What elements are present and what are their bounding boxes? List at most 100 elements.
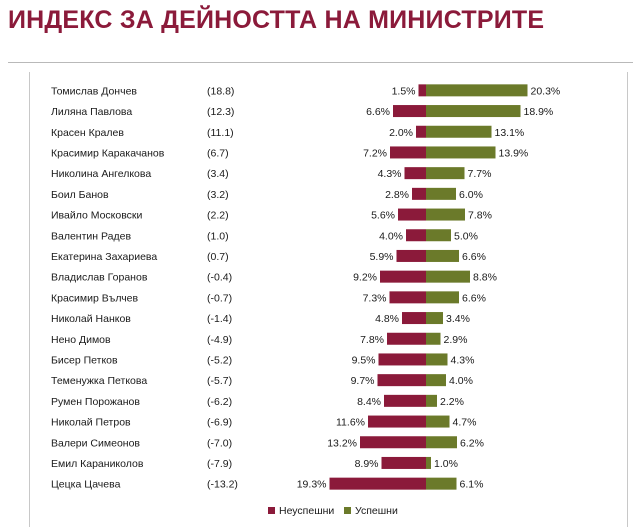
bar-label-successful: 5.0% — [454, 230, 478, 242]
index-value: (3.4) — [207, 168, 229, 180]
bar-label-unsuccessful: 4.3% — [378, 168, 402, 180]
bar-label-successful: 2.2% — [440, 396, 464, 408]
minister-name: Николина Ангелкова — [51, 168, 151, 180]
bar-label-unsuccessful: 2.8% — [385, 189, 409, 201]
diverging-bar-chart: Томислав Дончев (18.8) 1.5% 20.3% Лиляна Пав… — [51, 84, 560, 517]
bar-successful — [426, 477, 457, 490]
minister-name: Николай Петров — [51, 417, 131, 429]
bar-successful — [426, 291, 459, 304]
bar-label-unsuccessful: 11.6% — [336, 417, 365, 429]
bar-label-successful: 3.4% — [446, 313, 470, 325]
minister-name: Румен Порожанов — [51, 396, 140, 408]
bar-label-successful: 6.1% — [460, 479, 484, 491]
bar-successful — [426, 167, 465, 180]
bar-successful — [426, 415, 450, 428]
bar-label-successful: 13.1% — [495, 127, 525, 139]
bar-unsuccessful — [380, 270, 426, 283]
bar-label-successful: 6.0% — [459, 189, 483, 201]
minister-name: Емил Караниколов — [51, 458, 144, 470]
minister-name: Валери Симеонов — [51, 437, 140, 449]
legend-label-unsuccessful: Неуспешни — [279, 505, 334, 517]
bar-unsuccessful — [406, 229, 426, 242]
index-value: (-4.9) — [207, 334, 232, 346]
minister-name: Боил Банов — [51, 189, 109, 201]
bar-successful — [426, 125, 492, 138]
bar-successful — [426, 84, 528, 97]
bar-unsuccessful — [378, 353, 426, 366]
bar-unsuccessful — [390, 146, 426, 159]
index-value: (-5.2) — [207, 354, 232, 366]
minister-name: Теменужка Петкова — [51, 375, 147, 387]
bar-unsuccessful — [416, 125, 426, 138]
index-value: (-0.7) — [207, 292, 232, 304]
index-value: (3.2) — [207, 189, 229, 201]
legend-swatch-successful — [344, 507, 351, 514]
bar-label-successful: 7.8% — [468, 210, 492, 222]
bar-successful — [426, 394, 437, 407]
bar-unsuccessful — [360, 436, 426, 449]
bar-successful — [426, 208, 465, 221]
bar-unsuccessful — [368, 415, 426, 428]
bar-unsuccessful — [381, 456, 426, 469]
minister-name: Ивайло Московски — [51, 210, 143, 222]
index-value: (1.0) — [207, 230, 229, 242]
bar-unsuccessful — [412, 187, 426, 200]
bar-unsuccessful — [404, 167, 426, 180]
bar-label-successful: 18.9% — [524, 106, 554, 118]
bar-label-unsuccessful: 8.4% — [357, 396, 381, 408]
bar-label-unsuccessful: 19.3% — [297, 479, 327, 491]
bar-successful — [426, 270, 470, 283]
bar-label-unsuccessful: 4.8% — [375, 313, 399, 325]
bar-successful — [426, 312, 443, 325]
bar-label-successful: 4.7% — [453, 417, 477, 429]
bar-label-successful: 13.9% — [499, 147, 529, 159]
index-value: (18.8) — [207, 85, 234, 97]
bar-label-unsuccessful: 9.7% — [351, 375, 375, 387]
bar-successful — [426, 229, 451, 242]
index-value: (-7.0) — [207, 437, 232, 449]
index-value: (-6.9) — [207, 417, 232, 429]
bar-label-successful: 6.2% — [460, 437, 484, 449]
bar-label-unsuccessful: 1.5% — [392, 85, 416, 97]
index-value: (2.2) — [207, 210, 229, 222]
index-value: (-6.2) — [207, 396, 232, 408]
index-value: (12.3) — [207, 106, 234, 118]
index-value: (6.7) — [207, 147, 229, 159]
bar-unsuccessful — [398, 208, 426, 221]
bar-label-unsuccessful: 6.6% — [366, 106, 390, 118]
minister-name: Нено Димов — [51, 334, 111, 346]
index-value: (-0.4) — [207, 272, 232, 284]
bar-label-successful: 1.0% — [434, 458, 458, 470]
minister-name: Красимир Каракачанов — [51, 147, 165, 159]
minister-name: Цецка Цачева — [51, 479, 121, 491]
index-value: (0.7) — [207, 251, 229, 263]
bar-label-unsuccessful: 7.8% — [360, 334, 384, 346]
bar-successful — [426, 249, 459, 262]
bar-unsuccessful — [402, 312, 426, 325]
minister-name: Валентин Радев — [51, 230, 131, 242]
bar-label-successful: 6.6% — [462, 292, 486, 304]
bar-successful — [426, 105, 521, 118]
minister-name: Николай Нанков — [51, 313, 131, 325]
bar-label-successful: 7.7% — [468, 168, 492, 180]
index-value: (-1.4) — [207, 313, 232, 325]
bar-successful — [426, 146, 496, 159]
bar-successful — [426, 436, 457, 449]
minister-name: Красен Кралев — [51, 127, 124, 139]
bar-successful — [426, 187, 456, 200]
bar-label-unsuccessful: 7.3% — [363, 292, 387, 304]
bar-successful — [426, 332, 441, 345]
bar-unsuccessful — [418, 84, 426, 97]
index-value: (-7.9) — [207, 458, 232, 470]
bar-label-unsuccessful: 13.2% — [327, 437, 357, 449]
bar-unsuccessful — [377, 374, 426, 387]
minister-name: Бисер Петков — [51, 354, 118, 366]
minister-name: Лиляна Павлова — [51, 106, 132, 118]
minister-name: Томислав Дончев — [51, 85, 137, 97]
bar-label-unsuccessful: 9.5% — [352, 354, 376, 366]
bar-label-successful: 6.6% — [462, 251, 486, 263]
bar-label-unsuccessful: 8.9% — [355, 458, 379, 470]
bar-unsuccessful — [329, 477, 426, 490]
chart-panel: Томислав Дончев (18.8) 1.5% 20.3% Лиляна Пав… — [29, 72, 628, 527]
minister-name: Красимир Вълчев — [51, 292, 139, 304]
